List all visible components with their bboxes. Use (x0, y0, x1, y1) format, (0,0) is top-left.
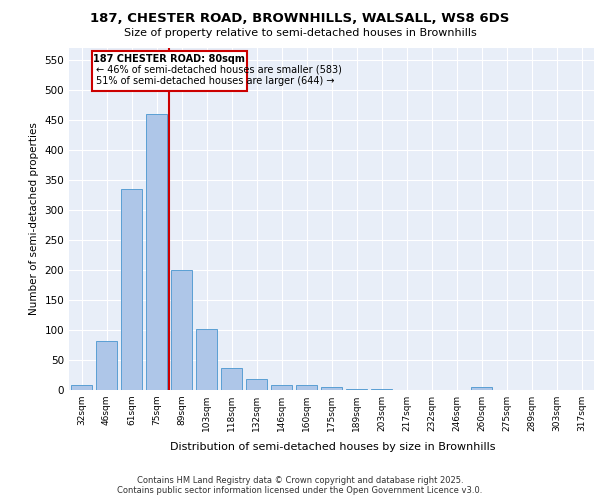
Bar (171, 270, 192, 390)
Bar (71, 385, 92, 390)
Bar (96, 340, 117, 390)
FancyBboxPatch shape (91, 50, 247, 92)
Bar (146, 114, 167, 390)
Bar (196, 328, 217, 390)
Bar (296, 385, 317, 390)
Text: Distribution of semi-detached houses by size in Brownhills: Distribution of semi-detached houses by … (170, 442, 496, 452)
Text: 187, CHESTER ROAD, BROWNHILLS, WALSALL, WS8 6DS: 187, CHESTER ROAD, BROWNHILLS, WALSALL, … (91, 12, 509, 26)
Text: ← 46% of semi-detached houses are smaller (583): ← 46% of semi-detached houses are smalle… (97, 65, 343, 75)
Y-axis label: Number of semi-detached properties: Number of semi-detached properties (29, 122, 39, 315)
Bar (246, 378, 267, 390)
Text: 51% of semi-detached houses are larger (644) →: 51% of semi-detached houses are larger (… (97, 76, 335, 86)
Bar (271, 385, 292, 390)
Bar (471, 387, 492, 390)
Bar (321, 387, 342, 390)
Text: Size of property relative to semi-detached houses in Brownhills: Size of property relative to semi-detach… (124, 28, 476, 38)
Text: 187 CHESTER ROAD: 80sqm: 187 CHESTER ROAD: 80sqm (93, 54, 245, 64)
Bar (221, 368, 242, 390)
Text: Contains HM Land Registry data © Crown copyright and database right 2025.
Contai: Contains HM Land Registry data © Crown c… (118, 476, 482, 495)
Bar (121, 188, 142, 390)
